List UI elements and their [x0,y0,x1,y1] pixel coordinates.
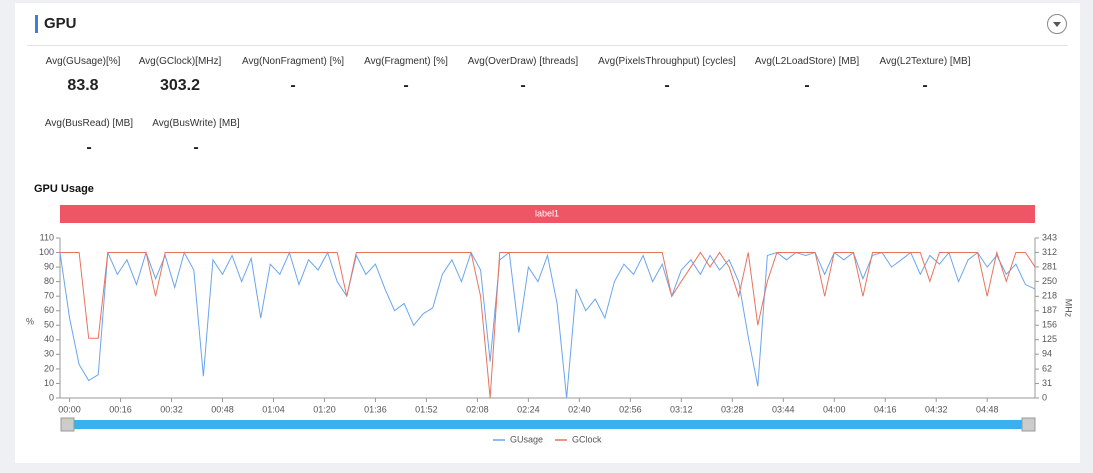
x-tick-label: 00:48 [211,404,234,414]
x-tick-label: 03:44 [772,404,795,414]
metric-label: Avg(OverDraw) [threads] [467,56,579,67]
chart-title: GPU Usage [34,183,94,195]
zoom-slider[interactable] [66,420,1030,429]
x-tick-label: 01:20 [313,404,336,414]
y-tick-label: 90 [44,261,54,271]
metric-label: Avg(BusWrite) [MB] [152,118,240,129]
metric-label: Avg(L2LoadStore) [MB] [754,56,860,67]
gpu-card: GPU [15,3,1080,463]
y2-tick-label: 218 [1042,291,1057,301]
y-tick-label: 0 [49,392,54,402]
metric: Avg(Fragment) [%] - [326,56,486,95]
x-tick-label: 01:36 [364,404,387,414]
metric: Avg(L2LoadStore) [MB] - [727,56,887,95]
metric: Avg(L2Texture) [MB] - [845,56,1005,95]
y2-tick-label: 156 [1042,320,1057,330]
metric: Avg(BusRead) [MB] - [9,118,169,157]
metric: Avg(PixelsThroughput) [cycles] - [587,56,747,95]
y-tick-label: 40 [44,334,54,344]
x-tick-label: 03:12 [670,404,693,414]
x-tick-label: 00:16 [109,404,132,414]
slider-handle-right[interactable] [1021,417,1036,432]
metric: Avg(OverDraw) [threads] - [443,56,603,95]
metric-label: Avg(GClock)[MHz] [138,56,222,67]
y2-tick-label: 31 [1042,378,1052,388]
metric-label: Avg(GUsage)[%] [45,56,121,67]
y2-tick-label: 94 [1042,349,1052,359]
x-tick-label: 04:32 [925,404,948,414]
metric-value: - [86,139,92,156]
x-tick-label: 04:16 [874,404,897,414]
metric-value: 303.2 [159,77,201,94]
legend-label: GClock [572,434,602,444]
y2-tick-label: 281 [1042,261,1057,271]
y-tick-label: 30 [44,349,54,359]
y-tick-label: 20 [44,363,54,373]
y-tick-label: 60 [44,305,54,315]
y-tick-label: 50 [44,320,54,330]
y2-tick-label: 62 [1042,363,1052,373]
y-tick-label: 110 [40,232,54,242]
x-tick-label: 00:00 [58,404,81,414]
y2-tick-label: 0 [1042,392,1047,402]
y2-tick-label: 343 [1042,232,1057,242]
metric: Avg(NonFragment) [%] - [213,56,373,95]
metric-label: Avg(NonFragment) [%] [241,56,345,67]
section-title: GPU [35,15,77,33]
label-band [60,205,1035,223]
series-line [59,250,1036,399]
metric-value: - [403,77,409,94]
metric-value: - [664,77,670,94]
x-tick-label: 00:32 [160,404,183,414]
metric-value: - [520,77,526,94]
metric-value: - [804,77,810,94]
x-tick-label: 01:52 [415,404,438,414]
x-tick-label: 04:48 [976,404,999,414]
y-tick-label: 10 [44,378,54,388]
metric-label: Avg(L2Texture) [MB] [879,56,971,67]
series-line [60,250,1036,399]
metric-value: - [193,139,199,156]
y-tick-label: 80 [44,276,54,286]
metric-value: - [290,77,296,94]
divider [27,45,1068,46]
metric: Avg(GClock)[MHz] 303.2 [100,56,260,95]
slider-handle-left[interactable] [60,417,75,432]
x-tick-label: 02:56 [619,404,642,414]
legend-label: GUsage [510,434,543,444]
y2-axis-label: MHz [1064,299,1074,318]
y-tick-label: 100 [39,247,54,257]
x-tick-label: 02:24 [517,404,540,414]
metric-label: Avg(PixelsThroughput) [cycles] [598,56,736,67]
y2-tick-label: 312 [1042,247,1057,257]
metric: Avg(GUsage)[%] 83.8 [3,56,163,95]
metric-value: - [922,77,928,94]
y2-tick-label: 187 [1042,305,1057,315]
metric: Avg(BusWrite) [MB] - [116,118,276,157]
metric-label: Avg(Fragment) [%] [364,56,448,67]
y2-tick-label: 125 [1042,334,1057,344]
metric-value: 83.8 [67,77,99,94]
y2-tick-label: 250 [1042,276,1057,286]
metric-label: Avg(BusRead) [MB] [44,118,134,129]
band-label: label1 [535,208,559,218]
x-tick-label: 02:08 [466,404,489,414]
x-tick-label: 02:40 [568,404,591,414]
y-tick-label: 70 [44,291,54,301]
x-tick-label: 03:28 [721,404,744,414]
y-axis-label: % [26,316,34,326]
collapse-toggle[interactable] [1047,14,1067,34]
x-tick-label: 01:04 [262,404,285,414]
x-tick-label: 04:00 [823,404,846,414]
